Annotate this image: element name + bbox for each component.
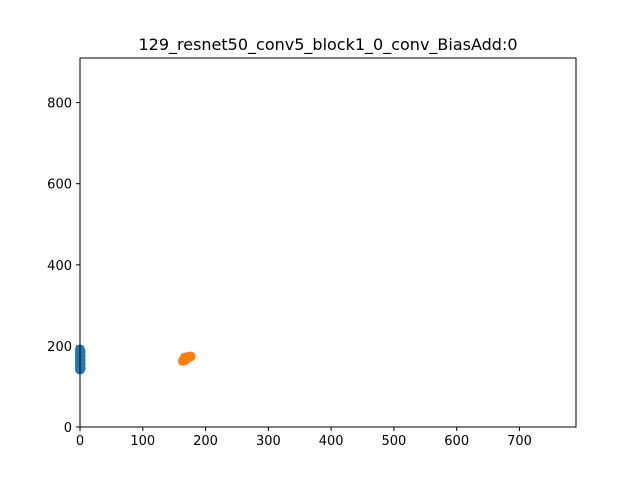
series-1-point	[179, 352, 190, 363]
y-tick-label: 200	[47, 340, 72, 355]
series-0-point	[75, 346, 86, 357]
y-tick-label: 0	[64, 421, 72, 436]
data-points	[75, 344, 196, 375]
plot-area-frame	[79, 57, 577, 428]
x-tick-label: 600	[444, 434, 469, 449]
x-tick-label: 500	[382, 434, 407, 449]
y-tick-label: 400	[47, 259, 72, 274]
x-tick-label: 700	[507, 434, 532, 449]
y-tick-label: 800	[47, 97, 72, 112]
x-tick-label: 300	[256, 434, 281, 449]
x-tick-label: 0	[76, 434, 84, 449]
x-tick-label: 100	[130, 434, 155, 449]
y-tick-label: 600	[47, 178, 72, 193]
x-tick-label: 400	[319, 434, 344, 449]
axis-ticks: 0 100 200 300 400 500 600 700 0 200 400 600 800	[47, 97, 532, 449]
chart-title: 129_resnet50_conv5_block1_0_conv_BiasAdd…	[138, 35, 517, 55]
x-tick-label: 200	[193, 434, 218, 449]
